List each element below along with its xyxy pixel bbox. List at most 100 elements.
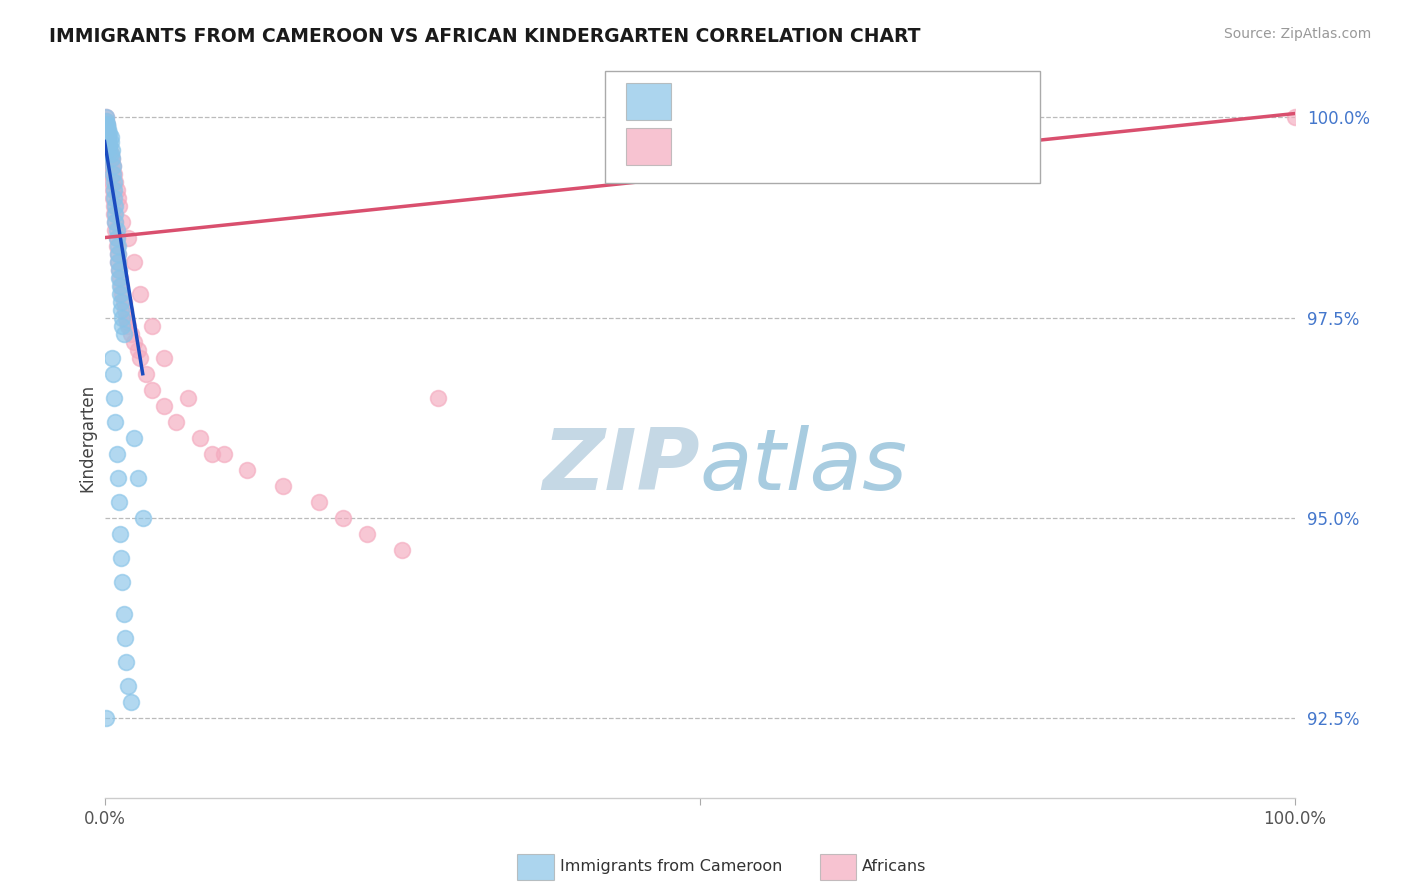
Point: [100, 143, 122, 157]
Point: [107, 238, 129, 252]
Point: [104, 175, 127, 189]
Point: [104, 206, 127, 220]
Point: [104, 214, 127, 228]
Point: [112, 294, 135, 309]
Point: [100, 135, 122, 149]
Point: [332, 511, 354, 525]
Point: [103, 391, 125, 405]
Point: [426, 391, 449, 405]
Point: [120, 326, 142, 341]
Point: [201, 447, 224, 461]
Text: N = 75: N = 75: [858, 131, 931, 150]
Point: [108, 527, 131, 541]
Point: [96, 125, 118, 139]
Point: [129, 351, 152, 365]
Point: [111, 286, 134, 301]
Point: [105, 238, 128, 252]
Point: [104, 198, 127, 212]
Point: [96, 122, 118, 136]
Point: [100, 151, 122, 165]
Point: [100, 151, 122, 165]
Point: [94, 114, 117, 128]
Point: [100, 146, 122, 161]
Point: [94, 122, 117, 136]
Point: [108, 198, 131, 212]
Point: [98, 143, 121, 157]
Point: [110, 302, 132, 317]
Text: ZIP: ZIP: [543, 425, 700, 508]
Point: [105, 230, 128, 244]
Point: [108, 278, 131, 293]
Point: [97, 130, 120, 145]
Point: [105, 230, 128, 244]
Point: [97, 136, 120, 150]
Point: [127, 343, 149, 357]
Point: [101, 159, 124, 173]
Text: R = 0.210: R = 0.210: [679, 87, 786, 105]
Point: [107, 246, 129, 260]
Point: [94, 111, 117, 125]
Point: [107, 246, 129, 260]
Point: [108, 262, 131, 277]
Point: [94, 114, 117, 128]
Point: [108, 270, 131, 285]
Point: [96, 125, 118, 139]
Point: [165, 415, 187, 429]
Point: [135, 367, 157, 381]
Point: [117, 318, 139, 333]
Point: [100, 167, 122, 181]
Point: [94, 111, 117, 125]
Point: [104, 222, 127, 236]
Point: [124, 334, 146, 349]
Point: [141, 318, 163, 333]
Text: Africans: Africans: [862, 859, 927, 873]
Text: IMMIGRANTS FROM CAMEROON VS AFRICAN KINDERGARTEN CORRELATION CHART: IMMIGRANTS FROM CAMEROON VS AFRICAN KIND…: [49, 27, 921, 45]
Point: [153, 399, 176, 413]
Point: [105, 222, 128, 236]
Point: [100, 351, 122, 365]
Point: [127, 471, 149, 485]
Point: [111, 214, 134, 228]
Point: [96, 117, 118, 131]
Point: [112, 326, 135, 341]
Point: [100, 159, 122, 173]
Point: [98, 141, 121, 155]
Point: [96, 128, 118, 142]
Text: atlas: atlas: [700, 425, 908, 508]
Point: [117, 679, 139, 693]
Point: [100, 130, 122, 145]
Point: [108, 495, 131, 509]
Point: [103, 190, 125, 204]
Point: [103, 175, 125, 189]
Point: [105, 447, 128, 461]
Point: [177, 391, 200, 405]
Point: [108, 262, 131, 277]
Point: [111, 318, 134, 333]
Point: [103, 182, 125, 196]
Point: [115, 655, 138, 669]
Point: [97, 122, 120, 136]
Text: R = 0.429: R = 0.429: [679, 131, 786, 150]
Point: [94, 120, 117, 134]
Point: [101, 367, 124, 381]
Point: [94, 120, 117, 134]
Point: [107, 471, 129, 485]
Point: [101, 159, 124, 173]
Point: [111, 574, 134, 589]
Text: N = 59: N = 59: [858, 87, 931, 105]
Point: [100, 175, 122, 189]
Point: [236, 463, 259, 477]
Point: [114, 631, 136, 645]
Point: [356, 527, 378, 541]
Point: [124, 254, 146, 268]
Point: [141, 383, 163, 397]
Point: [111, 310, 134, 325]
Point: [97, 133, 120, 147]
Point: [105, 182, 128, 196]
Point: [110, 550, 132, 565]
Point: [115, 315, 138, 329]
Point: [108, 286, 131, 301]
Point: [103, 198, 125, 212]
Point: [120, 695, 142, 709]
Point: [188, 431, 211, 445]
